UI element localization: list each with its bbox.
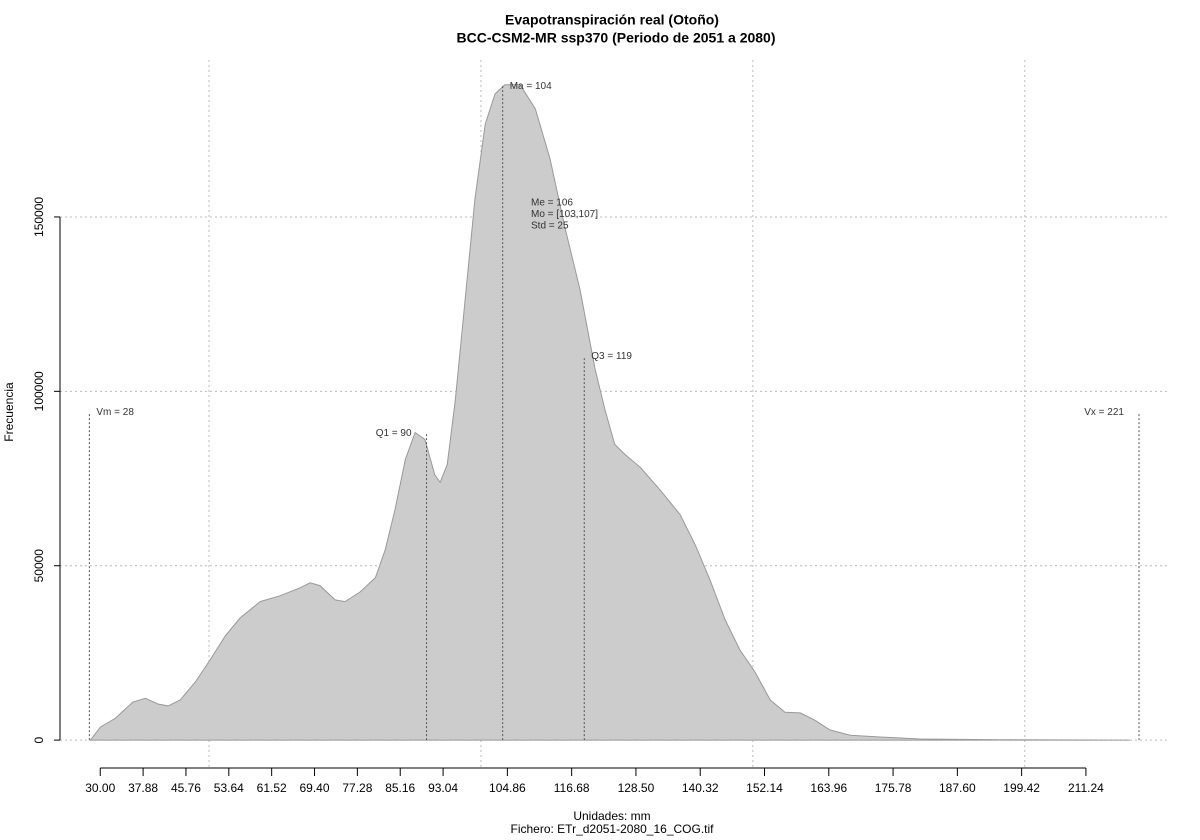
stat-label: Mo = [103,107] bbox=[531, 209, 598, 220]
x-tick-label: 30.00 bbox=[85, 781, 115, 795]
x-tick-label: 69.40 bbox=[300, 781, 330, 795]
x-tick-label: 175.78 bbox=[875, 781, 912, 795]
chart-subtitle: BCC-CSM2-MR ssp370 (Periodo de 2051 a 20… bbox=[457, 30, 776, 46]
x-tick-label: 45.76 bbox=[171, 781, 201, 795]
x-tick-label: 163.96 bbox=[810, 781, 847, 795]
stat-label: Std = 25 bbox=[531, 221, 569, 232]
x-axis-label: Unidades: mm bbox=[573, 809, 650, 823]
x-tick-label: 93.04 bbox=[428, 781, 458, 795]
x-tick-label: 85.16 bbox=[385, 781, 415, 795]
marker-label: Ma = 104 bbox=[510, 81, 552, 92]
y-tick-label: 0 bbox=[32, 736, 46, 743]
marker-label: Vm = 28 bbox=[96, 407, 134, 418]
x-tick-label: 128.50 bbox=[618, 781, 655, 795]
x-tick-label: 53.64 bbox=[214, 781, 244, 795]
x-tick-label: 152.14 bbox=[746, 781, 783, 795]
y-tick-label: 50000 bbox=[32, 549, 46, 583]
stat-label: Me = 106 bbox=[531, 198, 573, 209]
marker-label: Q3 = 119 bbox=[591, 351, 632, 362]
x-tick-label: 187.60 bbox=[939, 781, 976, 795]
y-tick-label: 150000 bbox=[32, 197, 46, 237]
footer: Fichero: ETr_d2051-2080_16_COG.tif bbox=[511, 822, 715, 836]
marker-label: Vx = 221 bbox=[1084, 407, 1124, 418]
x-tick-label: 77.28 bbox=[342, 781, 372, 795]
y-axis-label: Frecuencia bbox=[2, 382, 16, 442]
x-tick-label: 61.52 bbox=[257, 781, 287, 795]
x-tick-label: 37.88 bbox=[128, 781, 158, 795]
x-tick-label: 211.24 bbox=[1068, 781, 1104, 795]
marker-label: Q1 = 90 bbox=[376, 428, 412, 439]
y-tick-label: 100000 bbox=[32, 371, 46, 411]
x-tick-label: 116.68 bbox=[554, 781, 590, 795]
x-tick-label: 199.42 bbox=[1003, 781, 1040, 795]
chart-title: Evapotranspiración real (Otoño) bbox=[505, 12, 719, 28]
x-tick-label: 140.32 bbox=[682, 781, 719, 795]
x-tick-label: 104.86 bbox=[489, 781, 526, 795]
density-area bbox=[89, 84, 1130, 741]
